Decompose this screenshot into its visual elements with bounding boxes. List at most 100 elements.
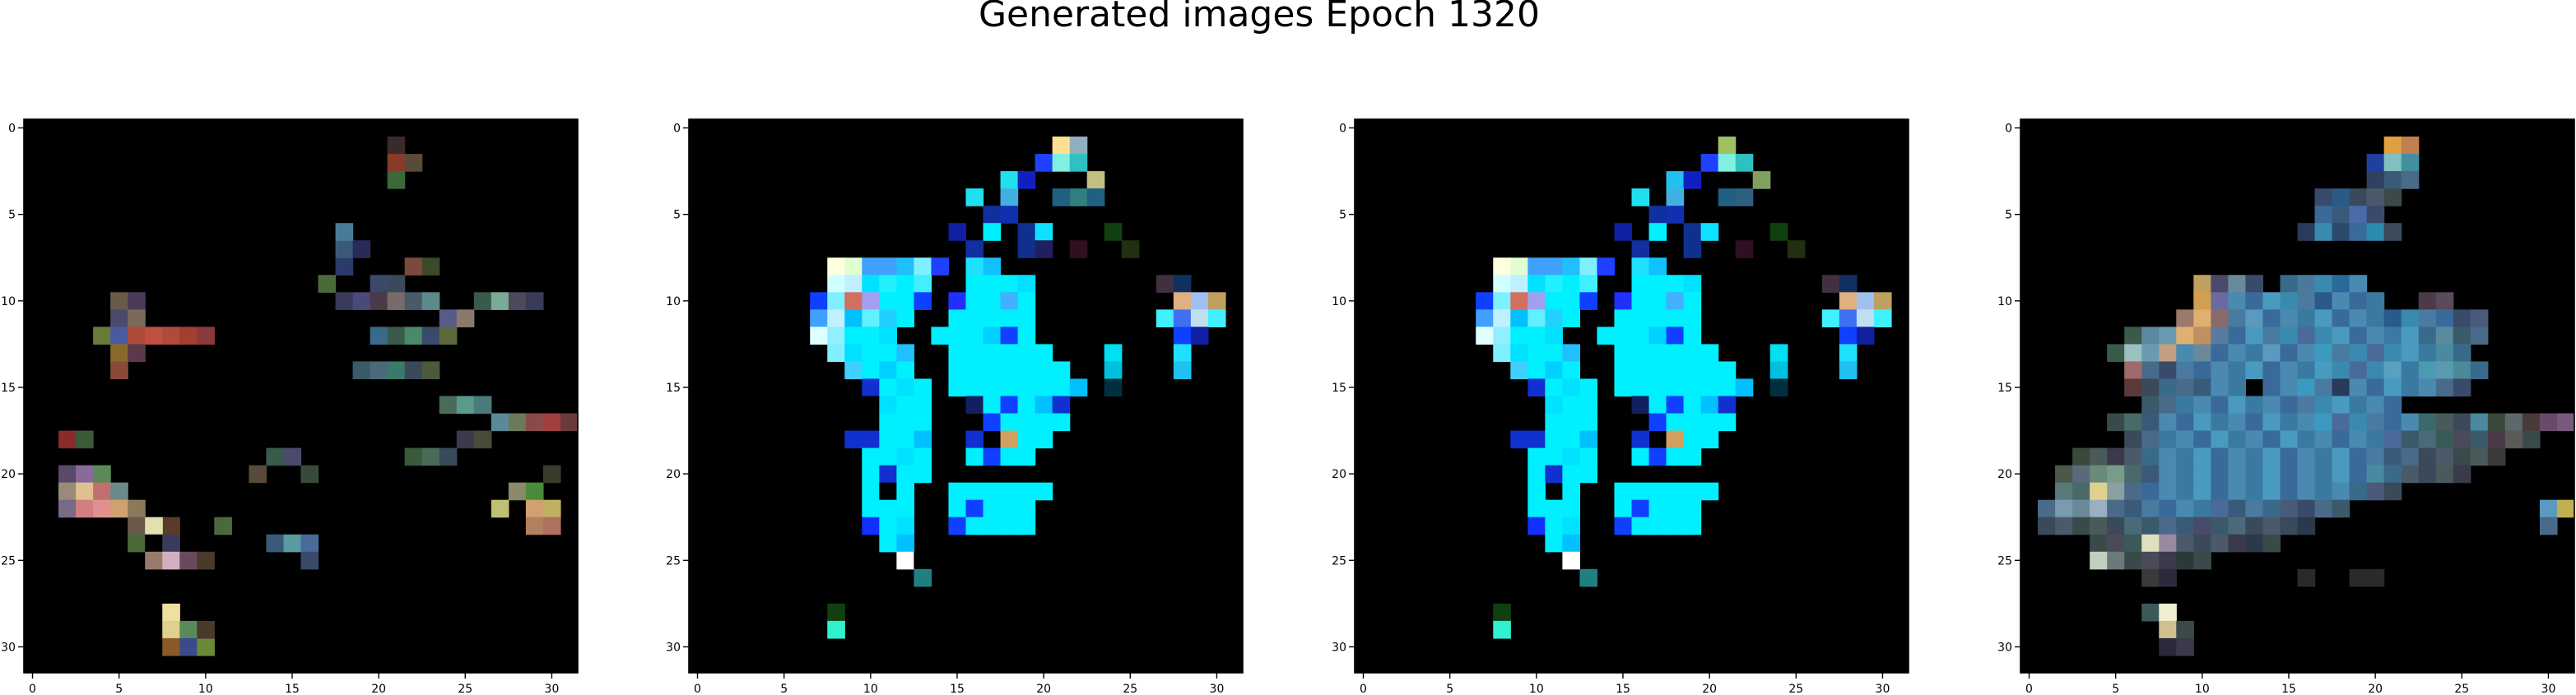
- image-pixel: [2383, 430, 2402, 449]
- image-pixel: [2470, 430, 2489, 449]
- image-pixel: [1086, 188, 1105, 206]
- image-pixel: [1614, 327, 1633, 345]
- image-pixel: [1173, 275, 1192, 293]
- image-pixel: [1648, 275, 1667, 293]
- image-pixel: [965, 240, 984, 258]
- image-pixel: [283, 534, 302, 553]
- image-pixel: [1579, 257, 1598, 276]
- image-pixel: [1562, 257, 1581, 276]
- image-pixel: [948, 361, 967, 380]
- image-pixel: [1017, 275, 1036, 293]
- image-pixel: [2453, 430, 2471, 449]
- image-pixel: [965, 430, 984, 449]
- image-pixel: [965, 344, 984, 363]
- image-pixel: [1545, 257, 1563, 276]
- image-pixel: [2107, 344, 2125, 363]
- x-tick-label: 5: [2112, 683, 2119, 695]
- image-pixel: [1207, 292, 1226, 310]
- image-pixel: [2332, 378, 2350, 397]
- image-pixel: [2280, 517, 2299, 535]
- x-tick-label: 10: [198, 683, 213, 695]
- image-pixel: [93, 465, 111, 484]
- image-pixel: [2245, 465, 2264, 484]
- image-pixel: [879, 257, 897, 276]
- image-pixel: [1052, 137, 1071, 155]
- image-pixel: [2245, 309, 2264, 327]
- image-pixel: [827, 309, 845, 327]
- image-pixel: [2159, 517, 2177, 535]
- image-pixel: [1718, 188, 1737, 206]
- image-pixel: [1856, 327, 1875, 345]
- image-pixel: [862, 499, 880, 518]
- image-pixel: [2297, 568, 2316, 587]
- x-tick-label: 30: [1876, 683, 1890, 695]
- image-pixel: [1614, 344, 1633, 363]
- image-pixel: [1614, 309, 1633, 327]
- image-pixel: [2487, 430, 2506, 449]
- image-pixel: [2176, 620, 2194, 639]
- image-pixel: [1476, 309, 1494, 327]
- image-pixel: [2245, 482, 2264, 501]
- image-pixel: [1856, 292, 1875, 310]
- image-pixel: [1035, 361, 1053, 380]
- image-pixel: [2211, 482, 2229, 501]
- image-pixel: [896, 292, 915, 310]
- image-pixel: [2124, 378, 2142, 397]
- image-pixel: [2245, 447, 2264, 466]
- image-pixel: [352, 361, 371, 380]
- image-pixel: [2401, 447, 2420, 466]
- image-pixel: [1035, 154, 1053, 172]
- image-pixel: [914, 430, 932, 449]
- image-pixel: [2176, 430, 2194, 449]
- image-pixel: [370, 361, 388, 380]
- image-pixel: [93, 327, 111, 345]
- image-pixel: [2228, 517, 2247, 535]
- image-pixel: [2366, 188, 2385, 206]
- image-pixel: [283, 447, 302, 466]
- x-tick-label: 5: [1446, 683, 1453, 695]
- image-pixel: [965, 309, 984, 327]
- image-pixel: [2366, 482, 2385, 501]
- image-pixel: [2418, 327, 2437, 345]
- image-pixel: [983, 517, 1002, 535]
- image-pixel: [2141, 482, 2160, 501]
- image-pixel: [983, 344, 1002, 363]
- image-pixel: [948, 499, 967, 518]
- image-pixel: [2055, 465, 2073, 484]
- image-pixel: [1873, 309, 1892, 327]
- image-pixel: [1614, 517, 1633, 535]
- image-pixel: [1787, 240, 1806, 258]
- image-pixel: [1035, 413, 1053, 432]
- image-pixel: [1821, 275, 1840, 293]
- image-pixel: [983, 361, 1002, 380]
- image-pixel: [2176, 361, 2194, 380]
- image-pixel: [2297, 465, 2316, 484]
- image-pixel: [2245, 413, 2264, 432]
- image-pixel: [1666, 327, 1685, 345]
- image-pixel: [2401, 344, 2420, 363]
- image-pixel: [2090, 534, 2108, 553]
- y-tick-label: 20: [666, 468, 681, 481]
- image-pixel: [2366, 206, 2385, 224]
- image-pixel: [300, 534, 319, 553]
- image-pixel: [1648, 309, 1667, 327]
- image-pixel: [2228, 413, 2247, 432]
- image-pixel: [1545, 499, 1563, 518]
- x-tick-label: 30: [2541, 683, 2556, 695]
- image-pixel: [2314, 188, 2333, 206]
- image-pixel: [508, 482, 527, 501]
- image-pixel: [2228, 361, 2247, 380]
- image-pixel: [2418, 447, 2437, 466]
- image-pixel: [2418, 344, 2437, 363]
- image-pixel: [1173, 327, 1192, 345]
- image-pixel: [2262, 344, 2281, 363]
- image-pixel: [1666, 396, 1685, 415]
- image-pixel: [128, 499, 146, 518]
- image-pixel: [2193, 344, 2211, 363]
- image-pixel: [128, 534, 146, 553]
- image-pixel: [1017, 499, 1036, 518]
- image-pixel: [1000, 309, 1019, 327]
- image-pixel: [879, 517, 897, 535]
- image-pixel: [2297, 223, 2316, 241]
